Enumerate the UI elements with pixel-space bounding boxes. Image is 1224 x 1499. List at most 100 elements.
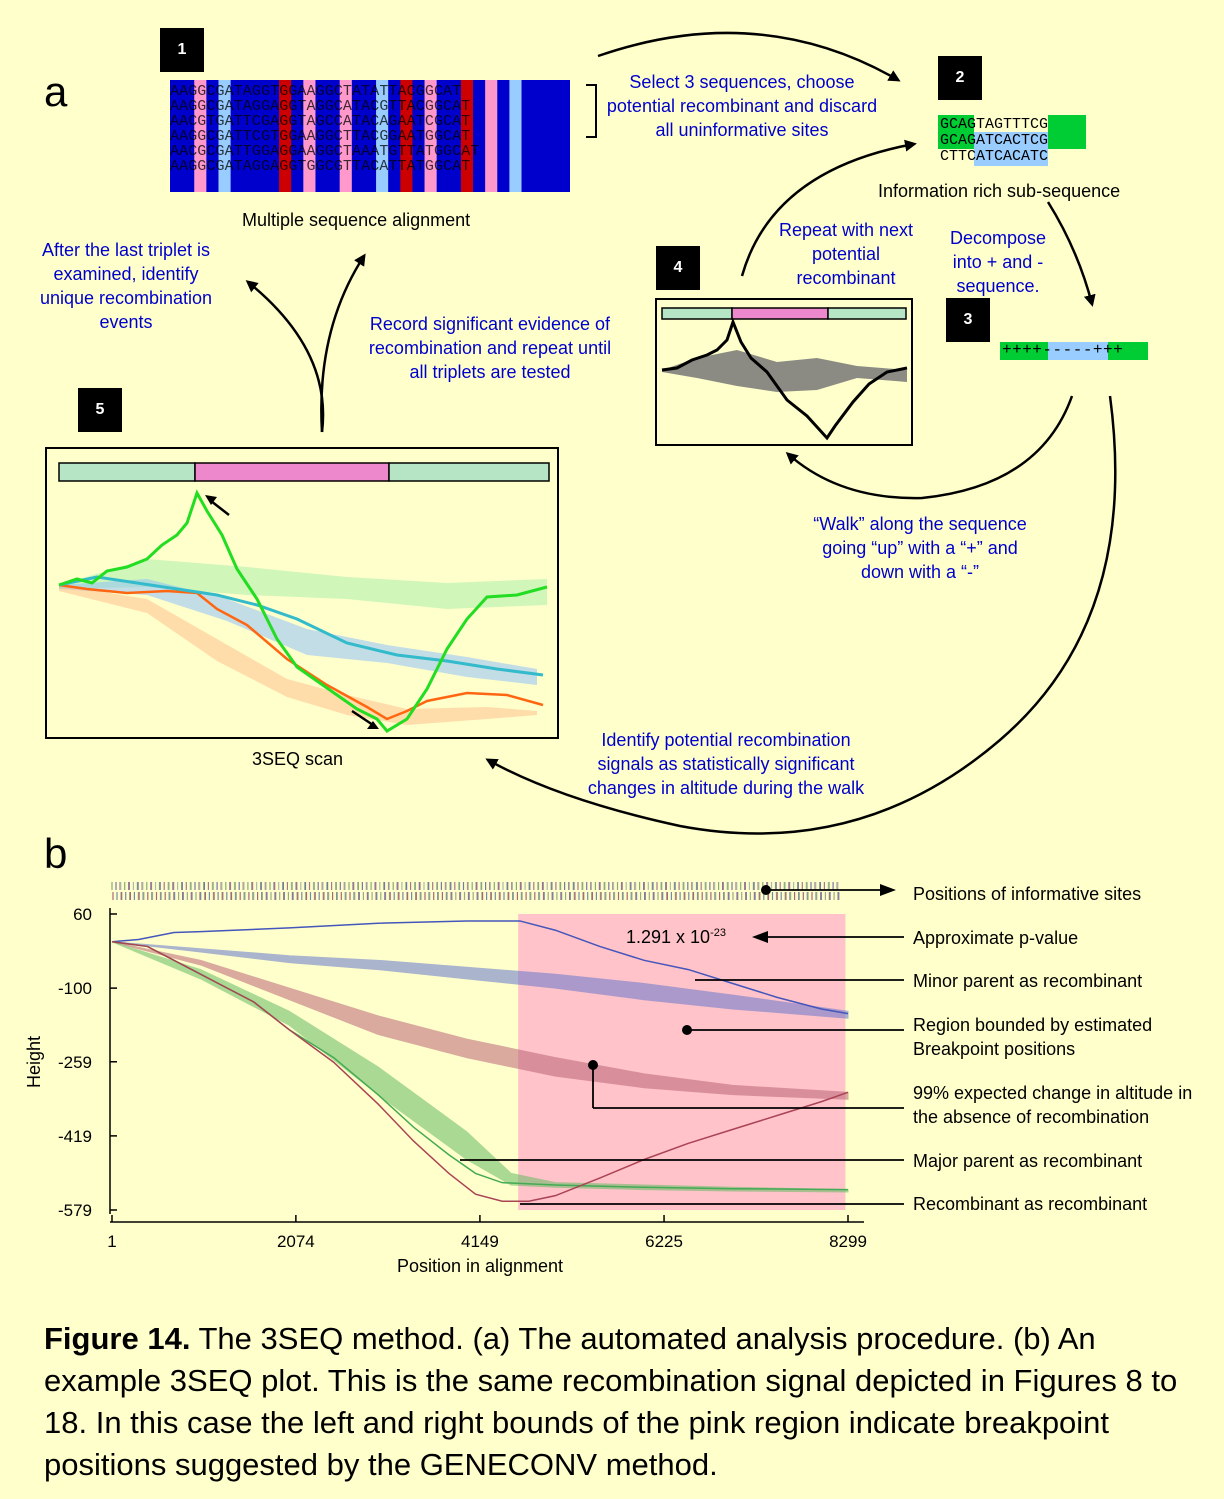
- pvalue-text: 1.291 x 10-23: [626, 927, 726, 948]
- alignment-column: [424, 80, 438, 192]
- sub-green-block: [938, 115, 974, 149]
- alignment-column: [327, 80, 341, 192]
- sub-sequence-rows: GCAGTAGTTTCG GCAGATCACTCG CTTCATCACATC: [940, 117, 1048, 165]
- alignment-row: AAGGCGATAGGAGGTAGGCATACGTTACGGCAT: [170, 98, 471, 115]
- alignment-column: [412, 80, 426, 192]
- alignment-column: [230, 80, 244, 192]
- annotation-major: Major parent as recombinant: [913, 1151, 1143, 1171]
- after-note: After the last triplet is examined, iden…: [39, 240, 213, 332]
- x-tick-label: 6225: [645, 1232, 683, 1251]
- scan-label: 3SEQ scan: [252, 749, 344, 769]
- expected-band: [111, 941, 849, 1019]
- plus-minus-text: ++++-----+++: [1002, 341, 1124, 359]
- x-tick-label: 1: [107, 1232, 116, 1251]
- alignment-column: [351, 80, 365, 192]
- series-line: [111, 941, 849, 1202]
- alignment-column: [291, 80, 304, 192]
- alignment-column: [206, 80, 219, 192]
- pvalue-base: 1.291 x 10: [626, 927, 711, 947]
- alignment-column: [388, 80, 401, 192]
- alignment-column: [521, 80, 535, 192]
- annotation-region: Region bounded by estimated Breakpoint p…: [913, 1015, 1153, 1059]
- y-tick-label: -100: [58, 979, 92, 998]
- step-5-badge: 5: [78, 388, 122, 432]
- y-tick-label: -259: [58, 1053, 92, 1072]
- select-bracket-icon: [586, 84, 597, 138]
- figure-caption: Figure 14. The 3SEQ method. (a) The auto…: [44, 1318, 1214, 1486]
- walk-plot: [661, 307, 908, 441]
- y-tick-label: -419: [58, 1127, 92, 1146]
- alignment-column: [254, 80, 268, 192]
- sub-sequence-row: GCAGATCACTCG: [940, 132, 1049, 149]
- alignment-color-grid: [170, 80, 571, 192]
- caption-label: Figure 14.: [44, 1321, 191, 1356]
- alignment-row: AAGGCGATTCGTGGAAGGCTTACGGAATGGCAT: [170, 128, 471, 145]
- alignment-row: AACGTGATTCGAGGTAGCCATACAGAATCGCAT: [170, 113, 471, 130]
- alignment-column: [170, 80, 183, 192]
- alignment-column: [545, 80, 559, 192]
- alignment-column: [279, 80, 292, 192]
- step-1-badge: 1: [160, 28, 204, 72]
- alignment-column: [436, 80, 450, 192]
- annotation-expected: 99% expected change in altitude in the a…: [913, 1083, 1193, 1127]
- sub-sequence-row: CTTCATCACATC: [940, 148, 1049, 165]
- sub-green-block: [1048, 115, 1086, 149]
- annotation-pvalue: Approximate p-value: [913, 928, 1079, 948]
- subseq-label: Information rich sub-sequence: [878, 181, 1121, 201]
- sequence-alignment: AAGGCGATAGGTGGAAGGCTATATTACGGCAT AAGGCGAT…: [170, 80, 571, 192]
- step-2-badge: 2: [938, 56, 982, 100]
- alignment-label: Multiple sequence alignment: [242, 210, 471, 230]
- y-tick-label: -579: [58, 1201, 92, 1220]
- leader-arrowhead: [880, 884, 896, 896]
- alignment-column: [533, 80, 547, 192]
- walk-note: “Walk” along the sequence going “up” wit…: [813, 514, 1027, 582]
- sub-blue-block: [974, 132, 1048, 166]
- x-tick-label: 8299: [829, 1232, 867, 1251]
- scan-plot: [58, 462, 550, 733]
- alignment-column: [242, 80, 256, 192]
- alignment-row: AACGCGATTGGAGGAAGGCTAAATGTTATGGCAT: [170, 143, 480, 160]
- x-tick-label: 4149: [461, 1232, 499, 1251]
- identify-note: Identify potential recombination signals…: [587, 730, 865, 798]
- walk-plot-box: [655, 298, 913, 446]
- x-tick-label: 2074: [277, 1232, 315, 1251]
- caption-text: The 3SEQ method. (a) The automated analy…: [44, 1321, 1178, 1482]
- decompose-note: Decompose into + and - sequence.: [949, 228, 1047, 296]
- step-4-badge: 4: [656, 246, 700, 290]
- y-axis-label: Height: [24, 1036, 44, 1088]
- plus-minus-bar: [1000, 342, 1148, 360]
- alignment-column: [557, 80, 571, 192]
- alignment-column: [400, 80, 413, 192]
- alignment-column: [376, 80, 389, 192]
- alignment-column: [182, 80, 195, 192]
- alignment-column: [339, 80, 353, 192]
- cycle-arrows: [245, 31, 1117, 835]
- alignment-column: [363, 80, 377, 192]
- sub-sequence-row: GCAGTAGTTTCG: [940, 116, 1049, 133]
- alignment-column: [473, 80, 486, 192]
- alignment-column: [497, 80, 510, 192]
- x-axis-label: Position in alignment: [397, 1256, 563, 1276]
- step-3-badge: 3: [946, 298, 990, 342]
- 3seq-plot-chart: 60 -100 -259 -419 -579 1 2074 4149 6225 8299 Posit…: [24, 882, 904, 1276]
- annotation-recombinant: Recombinant as recombinant: [913, 1194, 1148, 1214]
- sub-sequence: GCAGTAGTTTCG GCAGATCACTCG CTTCATCACATC: [938, 115, 1088, 172]
- 3seq-scan-box: [45, 447, 559, 739]
- alignment-column: [448, 80, 462, 192]
- repeat-note: Repeat with next potential recombinant: [778, 220, 914, 288]
- alignment-row: AAGGCGATAGGAGGTGGCGTTACATTATGGCAT: [170, 158, 471, 175]
- expected-band: [111, 941, 849, 1100]
- series-line: [111, 920, 849, 1015]
- alignment-column: [194, 80, 207, 192]
- panel-a-letter: a: [44, 68, 68, 115]
- alignment-column: [266, 80, 280, 192]
- record-note: Record significant evidence of recombina…: [368, 314, 612, 382]
- panel-b-letter: b: [44, 830, 68, 877]
- alignment-column: [485, 80, 498, 192]
- plus-minus-sequence: ++++-----+++: [1000, 342, 1148, 365]
- sub-sequence-colors: [938, 115, 1086, 166]
- alignment-column: [509, 80, 523, 192]
- alignment-column: [218, 80, 232, 192]
- alignment-column: [315, 80, 329, 192]
- pvalue-exponent: -23: [710, 927, 726, 939]
